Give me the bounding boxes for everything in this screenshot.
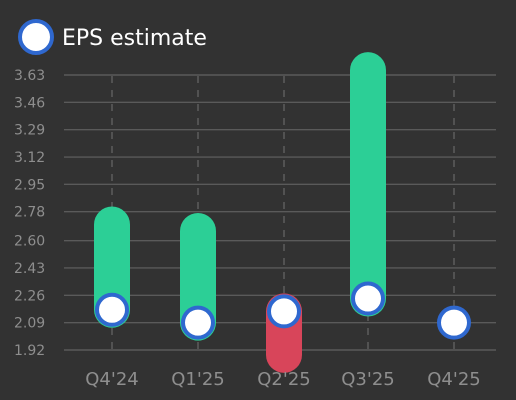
eps-bar [350, 52, 386, 317]
y-tick-label: 3.46 [14, 95, 45, 111]
markers [95, 281, 471, 340]
bars [94, 52, 386, 373]
eps-estimate-marker [181, 305, 215, 340]
x-tick-label: Q1'25 [171, 369, 224, 390]
eps-estimate-marker [437, 305, 471, 340]
legend-label: EPS estimate [62, 26, 207, 51]
y-tick-label: 3.63 [14, 68, 45, 84]
y-tick-label: 3.12 [14, 150, 45, 166]
y-tick-label: 1.92 [14, 343, 45, 359]
y-tick-labels: 1.92 2.09 2.26 2.43 2.60 2.78 2.95 3.12 3.29 3.46… [14, 68, 45, 359]
x-tick-label: Q2'25 [257, 369, 310, 390]
x-tick-label: Q3'25 [341, 369, 394, 390]
y-tick-label: 2.43 [14, 261, 45, 277]
eps-estimate-marker [267, 294, 301, 329]
x-tick-label: Q4'25 [427, 369, 480, 390]
x-tick-label: Q4'24 [85, 369, 138, 390]
x-tick-labels: Q4'24 Q1'25 Q2'25 Q3'25 Q4'25 [85, 369, 480, 390]
y-tick-label: 2.09 [14, 316, 45, 332]
grid-lines [64, 74, 496, 351]
y-tick-label: 3.29 [14, 123, 45, 139]
legend: EPS estimate [18, 19, 207, 55]
legend-marker-icon [18, 19, 54, 55]
y-tick-label: 2.95 [14, 177, 45, 193]
y-tick-label: 2.26 [14, 288, 45, 304]
eps-estimate-marker [351, 281, 385, 316]
y-tick-label: 2.78 [14, 205, 45, 221]
eps-estimate-marker [95, 292, 129, 327]
y-tick-label: 2.60 [14, 234, 45, 250]
